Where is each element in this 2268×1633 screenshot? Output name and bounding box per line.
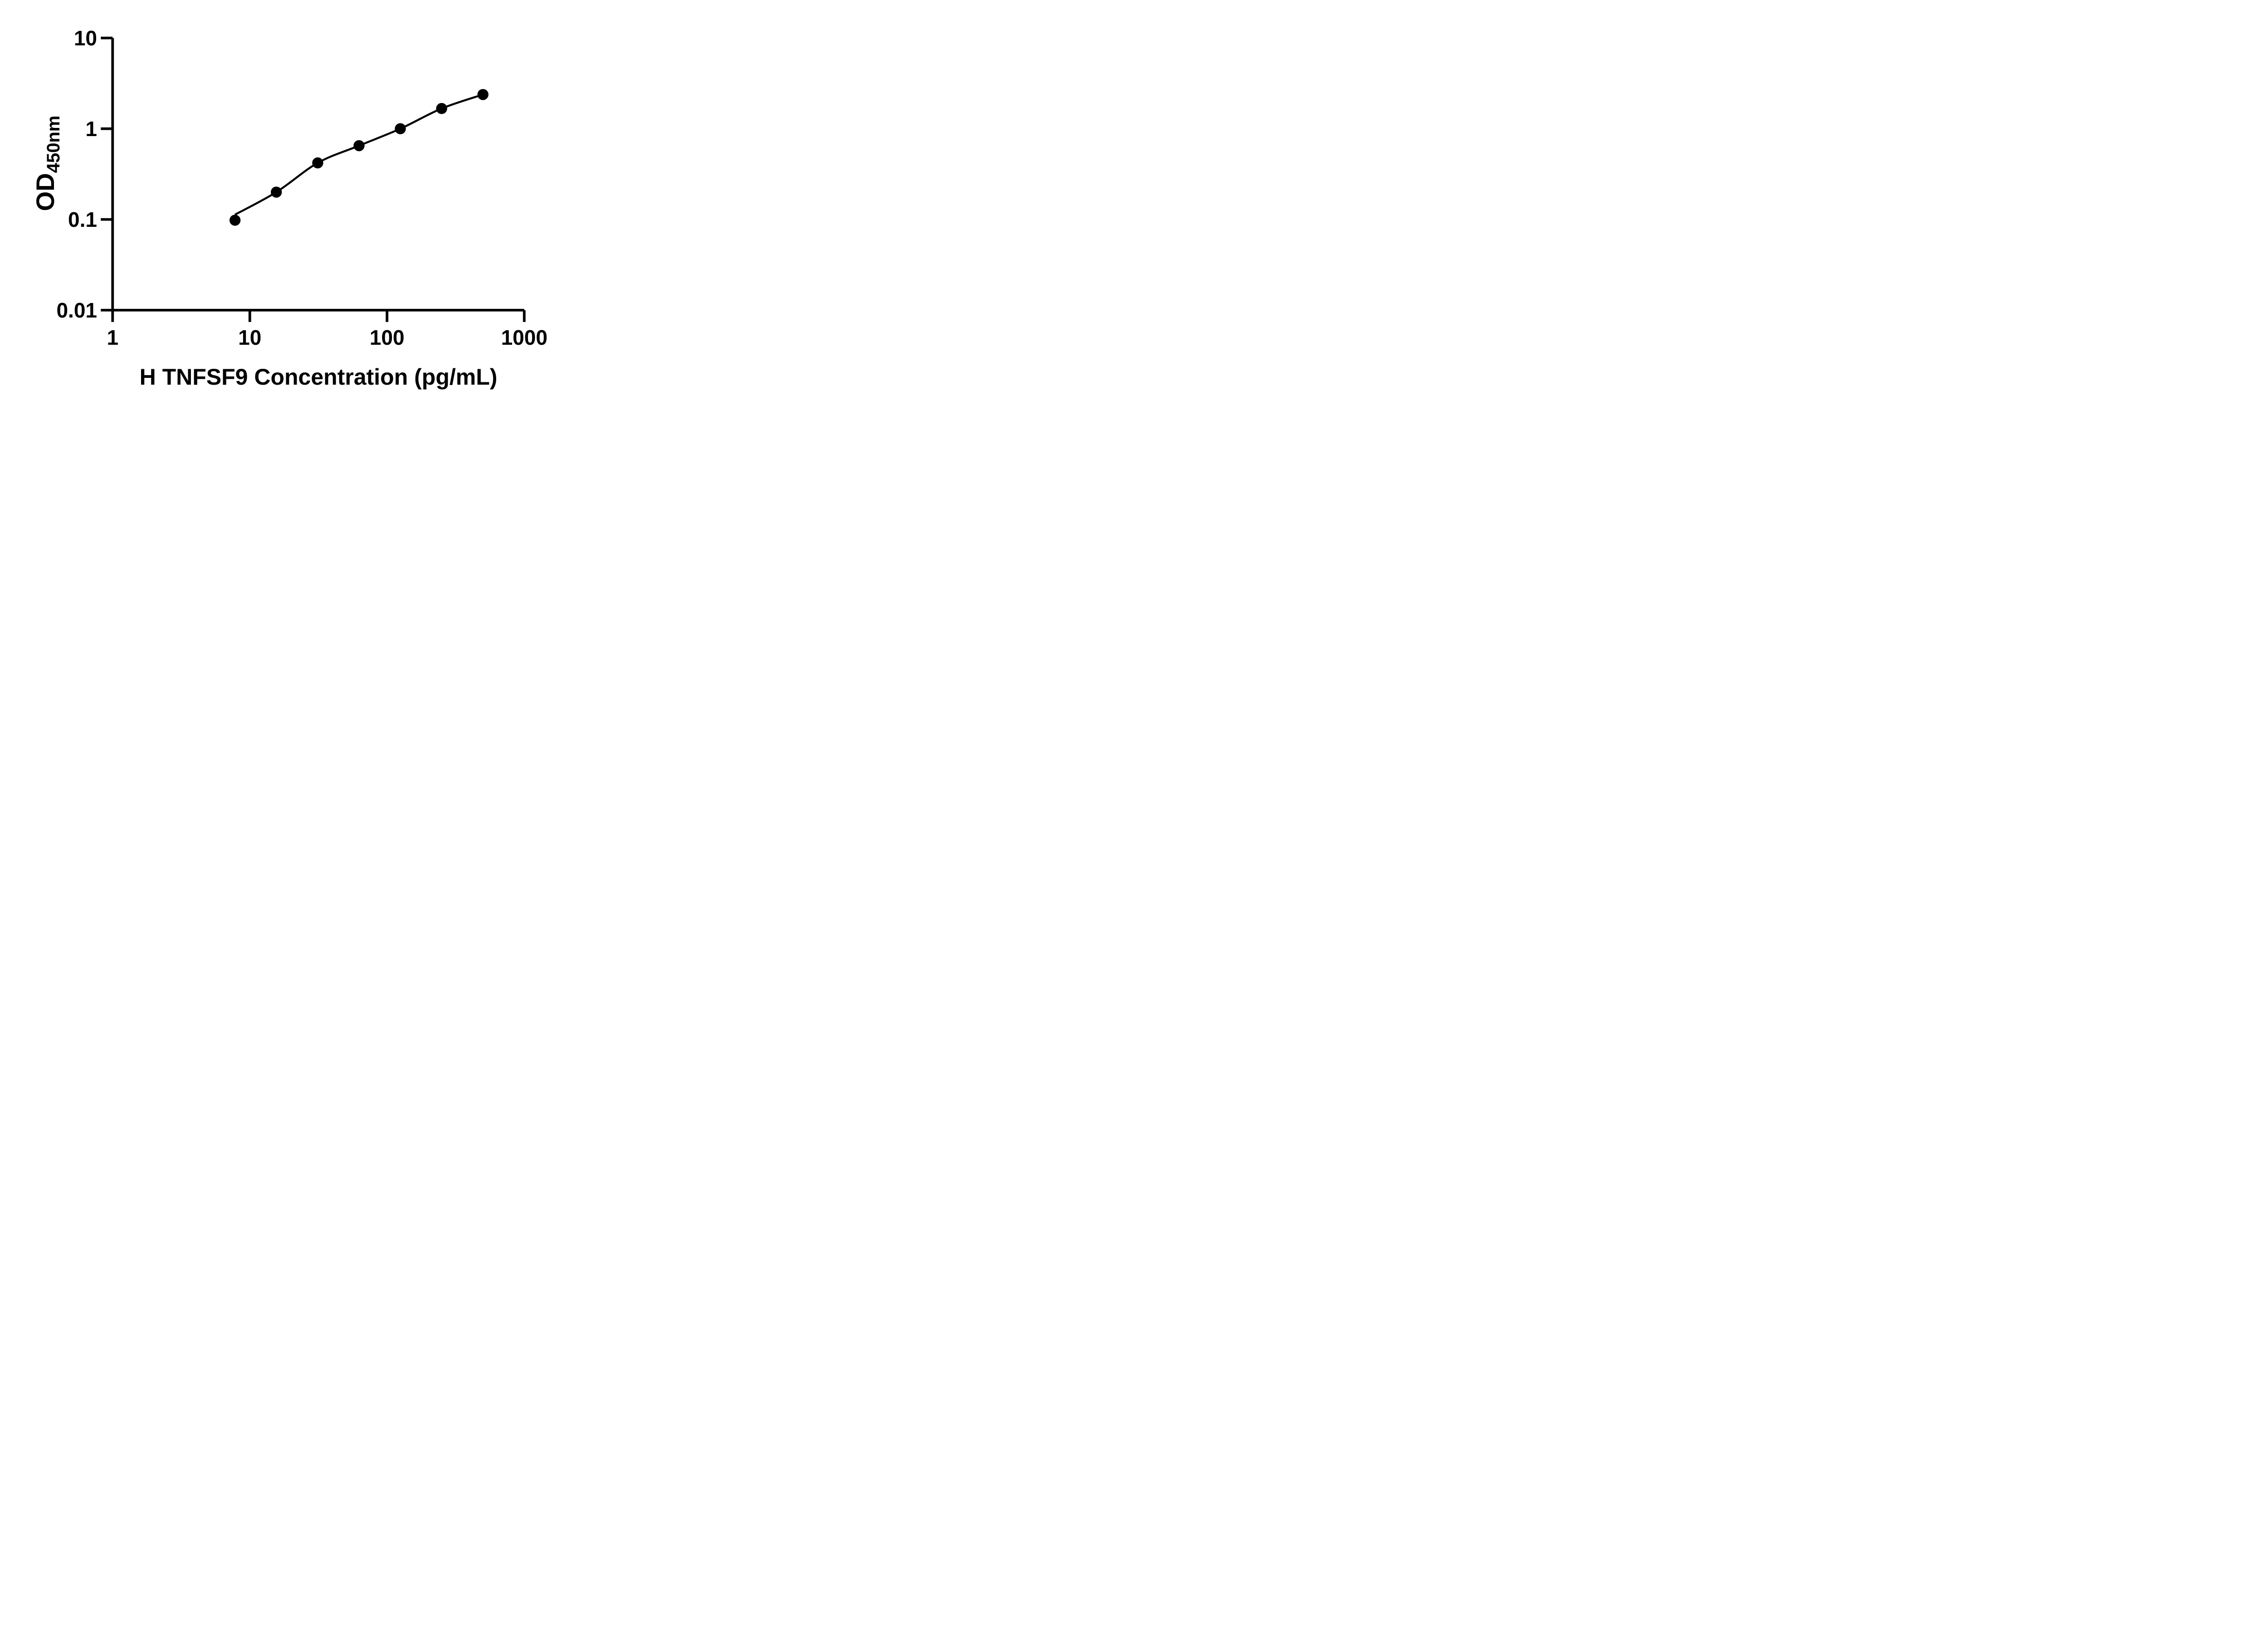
y-tick-label: 0.01 xyxy=(56,298,97,322)
data-point xyxy=(270,186,282,198)
data-point xyxy=(477,89,489,100)
fit-curve xyxy=(235,93,484,216)
data-point xyxy=(312,157,323,169)
x-tick-label: 10 xyxy=(238,326,261,349)
data-point xyxy=(395,123,406,134)
x-tick-label: 100 xyxy=(370,326,405,349)
y-tick-label: 1 xyxy=(85,117,97,141)
x-tick-label: 1 xyxy=(107,326,118,349)
y-tick-label: 10 xyxy=(74,26,97,50)
data-point xyxy=(229,215,241,226)
y-axis-title-main: OD xyxy=(31,173,59,211)
y-tick-label: 0.1 xyxy=(68,208,97,231)
x-axis-title: H TNFSF9 Concentration (pg/mL) xyxy=(139,364,498,390)
chart-canvas: 10 1 0.1 0.01 1 10 100 1000 xyxy=(56,26,547,349)
y-axis-title-subscript: 450nm xyxy=(44,115,64,173)
y-axis-title: OD450nm xyxy=(31,115,64,211)
standard-curve-figure: 10 1 0.1 0.01 1 10 100 1000 H TNFSF9 Concentrat… xyxy=(0,0,583,408)
x-tick-label: 1000 xyxy=(501,326,547,349)
data-point xyxy=(436,103,447,114)
data-point xyxy=(353,140,365,152)
